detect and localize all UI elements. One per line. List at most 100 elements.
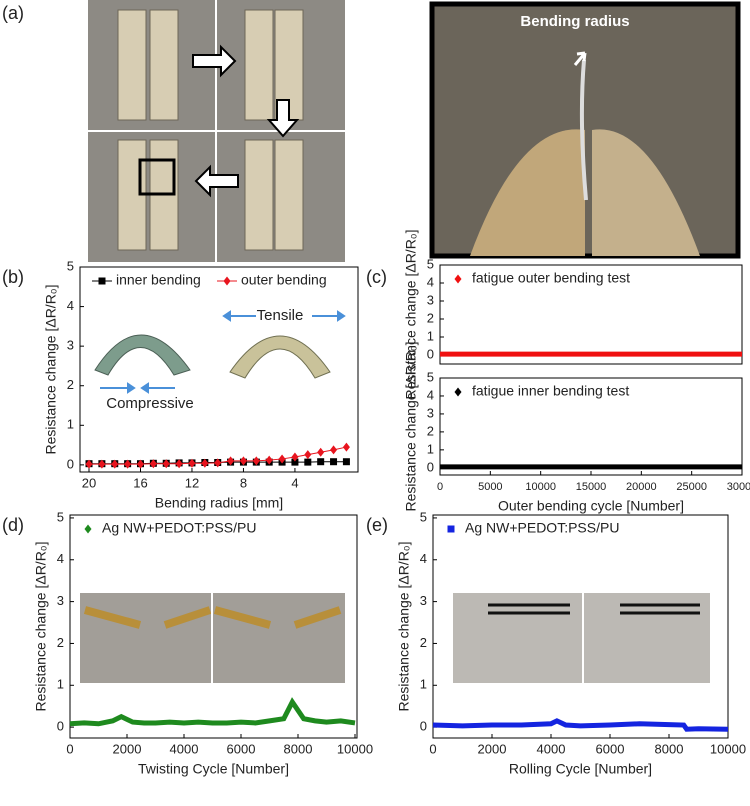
legend-label: Ag NW+PEDOT:PSS/PU [465,520,619,536]
x-tick-label: 4000 [537,741,566,756]
legend-label: fatigue inner bending test [472,383,629,399]
photo-rolling [453,593,710,683]
x-tick-label: 30000 [727,481,750,493]
marker [136,459,144,469]
x-axis-label: Twisting Cycle [Number] [138,761,289,777]
y-tick-label: 2 [420,635,427,650]
x-tick-label: 6000 [227,741,256,756]
marker [304,450,312,460]
marker [85,459,93,469]
x-axis-label: Rolling Cycle [Number] [509,761,652,777]
annotation: Compressive [106,395,194,412]
strain-arrows [100,310,346,394]
marker [330,445,338,455]
x-tick-label: 8000 [655,741,684,756]
y-tick-label: 1 [67,417,74,432]
legend-label: fatigue outer bending test [472,270,630,286]
x-tick-label: 16 [133,475,147,490]
plot-frame [432,514,729,739]
marker [291,452,299,462]
y-tick-label: 4 [427,387,434,402]
x-tick-label: 12 [185,475,199,490]
x-tick-label: 15000 [576,481,607,493]
marker [223,276,231,286]
marker [111,459,119,469]
marker [454,387,462,397]
marker [342,442,350,452]
x-tick-label: 8 [240,475,247,490]
marker [227,456,235,466]
y-axis-label: Resistance change [ΔR/R₀] [403,341,419,511]
highlight-box [138,158,176,196]
y-tick-label: 0 [57,719,64,734]
y-tick-label: 3 [427,292,434,307]
marker [447,525,455,533]
marker [98,277,106,285]
photo-sample [579,59,588,201]
y-tick-label: 2 [67,377,74,392]
marker [317,458,325,466]
panel-label: (d) [2,515,24,535]
marker [149,459,157,469]
x-tick-label: 10000 [710,741,746,756]
marker [175,459,183,469]
y-tick-label: 2 [427,423,434,438]
y-tick-label: 5 [67,258,74,273]
y-tick-label: 5 [420,509,427,524]
marker [278,454,286,464]
marker [252,456,260,466]
marker [291,458,299,466]
x-tick-label: 4000 [170,741,199,756]
marker [188,458,196,468]
y-tick-label: 0 [427,459,434,474]
inset-arch [229,335,331,379]
y-tick-label: 4 [67,298,74,313]
y-tick-label: 0 [67,456,74,471]
y-tick-label: 4 [427,274,434,289]
y-tick-label: 1 [420,677,427,692]
y-axis-label: Resistance change [ΔR/R₀] [396,541,412,711]
x-tick-label: 0 [429,741,436,756]
y-axis-label: Resistance change [ΔR/R₀] [33,541,49,711]
marker [342,458,350,466]
y-tick-label: 2 [57,635,64,650]
y-axis-label: Resistance change [ΔR/R₀] [43,284,59,454]
marker [201,458,209,468]
y-tick-label: 0 [427,346,434,361]
y-tick-label: 3 [67,338,74,353]
panel-label: (b) [2,267,24,287]
series-line [69,697,356,727]
y-tick-label: 3 [420,593,427,608]
photo-rods [488,603,700,615]
series-line [432,718,729,732]
x-tick-label: 20000 [626,481,657,493]
annotation-arrow [573,51,587,66]
photo-annotation: Bending radius [520,13,629,30]
y-tick-label: 5 [427,369,434,384]
y-tick-label: 1 [427,441,434,456]
marker [454,274,462,284]
x-tick-label: 6000 [596,741,625,756]
plot-frame [439,264,743,365]
x-axis-label: Bending radius [mm] [155,495,283,511]
x-tick-label: 0 [66,741,73,756]
sequence-arrows [192,44,300,198]
inset-arch [94,334,191,376]
marker [84,524,92,534]
x-axis-label: Outer bending cycle [Number] [498,498,684,514]
plot-frame [69,514,358,739]
photo-rods [83,606,342,629]
panel-label: (c) [366,267,387,287]
marker [317,447,325,457]
y-tick-label: 1 [57,677,64,692]
y-tick-label: 0 [420,719,427,734]
photo-roller [592,129,700,256]
y-tick-label: 5 [427,256,434,271]
x-tick-label: 25000 [676,481,707,493]
y-tick-label: 3 [427,405,434,420]
x-tick-label: 8000 [284,741,313,756]
x-tick-label: 20 [82,475,96,490]
plot-frame [79,266,359,473]
y-tick-label: 1 [427,328,434,343]
